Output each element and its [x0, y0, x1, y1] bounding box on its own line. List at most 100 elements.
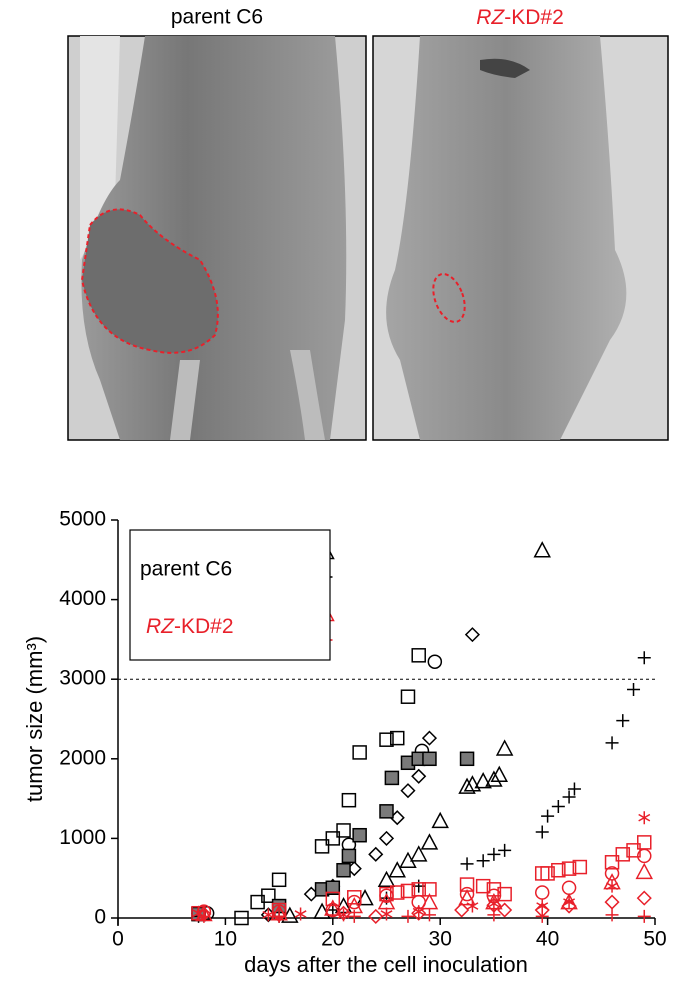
marker — [262, 908, 275, 922]
y-tick-label: 3000 — [59, 667, 106, 690]
marker — [335, 905, 352, 921]
marker — [533, 541, 551, 558]
marker — [420, 833, 439, 850]
x-tick-label: 20 — [321, 928, 344, 951]
marker — [427, 654, 443, 669]
marker — [561, 898, 577, 914]
marker — [379, 886, 394, 902]
marker — [498, 843, 512, 857]
legend-label: RZ-KD#2 — [146, 615, 234, 638]
marker — [636, 890, 652, 906]
y-tick-label: 4000 — [59, 587, 106, 610]
marker — [497, 902, 513, 918]
marker — [551, 862, 566, 878]
marker — [384, 770, 400, 786]
y-axis-label: tumor size (mm³) — [22, 636, 47, 802]
x-tick-label: 40 — [536, 928, 559, 951]
marker — [379, 732, 394, 747]
marker — [534, 866, 550, 881]
marker — [422, 908, 436, 922]
marker — [336, 823, 351, 838]
marker — [459, 886, 475, 902]
marker — [476, 854, 490, 868]
marker — [422, 751, 437, 767]
marker — [325, 880, 341, 896]
marker — [389, 885, 405, 900]
y-tick-label: 1000 — [59, 826, 106, 849]
marker — [460, 857, 474, 871]
marker — [324, 899, 342, 916]
marker — [604, 855, 620, 870]
marker — [561, 861, 577, 876]
marker — [475, 878, 491, 894]
x-tick-label: 10 — [214, 928, 237, 951]
marker — [463, 775, 482, 792]
marker — [388, 861, 406, 878]
marker — [606, 879, 619, 893]
marker — [379, 804, 394, 819]
marker — [534, 885, 550, 900]
x-tick-label: 50 — [643, 928, 666, 951]
marker — [635, 862, 654, 880]
marker — [604, 894, 620, 910]
marker — [197, 909, 211, 923]
marker — [347, 909, 361, 923]
marker — [368, 846, 384, 862]
marker — [616, 714, 630, 728]
marker — [572, 859, 588, 875]
marker — [466, 899, 479, 913]
photo-right — [372, 35, 669, 441]
marker — [487, 847, 501, 861]
y-tick-label: 5000 — [59, 508, 106, 531]
marker — [421, 730, 438, 746]
marker — [352, 827, 367, 843]
marker — [541, 809, 555, 823]
y-tick-label: 0 — [94, 906, 106, 929]
marker — [454, 902, 470, 918]
photo-left — [67, 35, 367, 441]
marker — [411, 768, 427, 784]
marker — [272, 909, 286, 923]
chart: 0 1000 2000 3000 4000 5000 0 10 20 30 40 50 — [59, 508, 666, 951]
marker — [341, 792, 357, 808]
marker — [336, 862, 351, 878]
marker — [561, 880, 577, 896]
marker — [605, 908, 619, 922]
marker — [490, 765, 509, 782]
marker — [378, 830, 395, 846]
marker — [495, 739, 514, 756]
marker — [411, 882, 426, 897]
marker — [487, 908, 501, 922]
x-tick-label: 30 — [429, 928, 452, 951]
marker — [474, 771, 492, 789]
marker — [325, 831, 341, 846]
marker — [562, 790, 576, 804]
marker — [389, 730, 405, 746]
marker — [458, 889, 476, 906]
marker — [234, 910, 249, 926]
marker — [551, 800, 565, 814]
marker — [400, 883, 416, 899]
marker — [409, 845, 428, 862]
marker — [377, 870, 396, 888]
marker — [497, 886, 512, 902]
marker — [605, 736, 619, 750]
marker — [638, 811, 651, 825]
marker — [411, 905, 427, 921]
marker — [271, 872, 287, 888]
marker — [637, 835, 652, 850]
photo-label: parent C6 — [171, 6, 263, 29]
marker — [261, 888, 276, 903]
marker — [567, 782, 581, 796]
marker — [535, 825, 549, 839]
marker — [401, 909, 415, 923]
marker — [352, 745, 367, 760]
marker — [458, 777, 476, 794]
marker — [485, 770, 503, 787]
legend-label: parent C6 — [140, 558, 232, 581]
marker — [459, 751, 475, 767]
marker — [615, 847, 631, 862]
marker — [347, 890, 362, 905]
marker — [400, 689, 416, 704]
